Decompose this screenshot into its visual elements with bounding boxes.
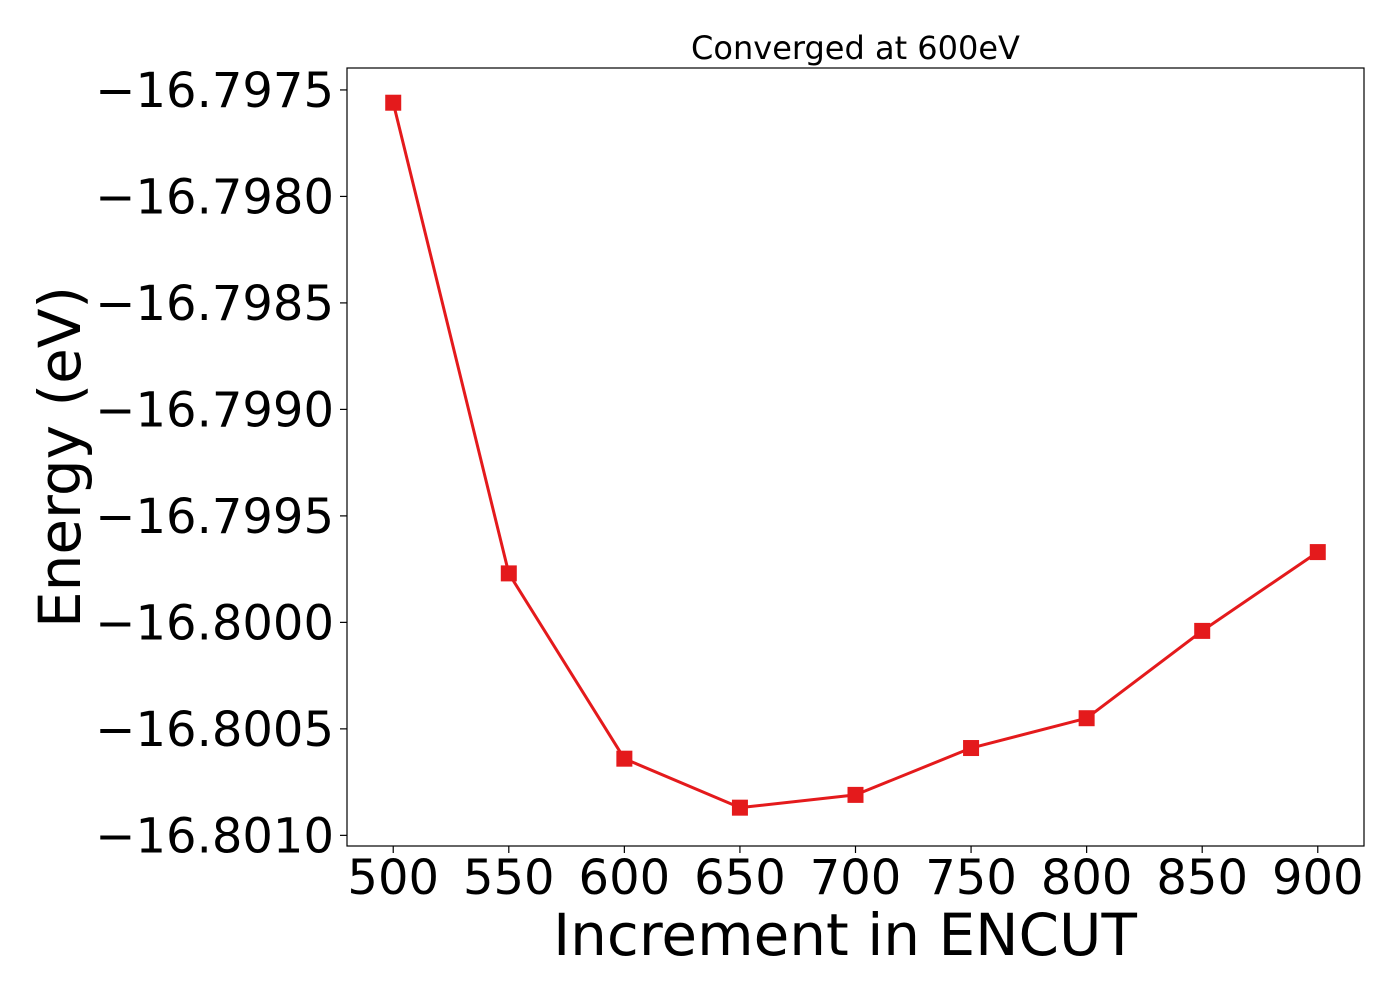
y-tick-label: −16.8010 [95,808,334,864]
x-tick-label: 650 [694,850,786,906]
chart-title: Converged at 600eV [691,29,1020,67]
x-tick-label: 750 [925,850,1017,906]
data-point [963,740,980,757]
plot-frame [346,67,1365,847]
y-tick-label: −16.7995 [95,489,334,545]
x-axis-label: Increment in ENCUT [553,901,1137,969]
y-axis: −16.7975 −16.7980 −16.7985 −16.7990 −16.7995… [95,63,347,864]
y-tick-label: −16.8005 [95,702,334,758]
y-tick-label: −16.7990 [95,382,334,438]
x-tick-label: 850 [1156,850,1248,906]
series-layer [385,94,1326,816]
x-tick-label: 600 [579,850,671,906]
x-axis: 500 550 600 650 700 750 800 850 900 [347,846,1364,906]
data-point [1194,622,1211,639]
y-axis-label: Energy (eV) [26,286,94,628]
y-tick-label: −16.7985 [95,276,334,332]
data-point [731,799,748,816]
data-point [500,565,517,582]
data-point [385,94,402,111]
x-tick-label: 800 [1041,850,1133,906]
x-tick-label: 500 [347,850,439,906]
x-tick-label: 700 [810,850,902,906]
data-point [1078,710,1095,727]
data-point [616,750,633,767]
x-tick-label: 550 [463,850,555,906]
data-point [847,786,864,803]
data-point [1309,544,1326,561]
x-tick-label: 900 [1272,850,1364,906]
series-line [391,101,1320,810]
y-tick-label: −16.8000 [95,595,334,651]
y-tick-label: −16.7975 [95,63,334,119]
y-tick-label: −16.7980 [95,169,334,225]
